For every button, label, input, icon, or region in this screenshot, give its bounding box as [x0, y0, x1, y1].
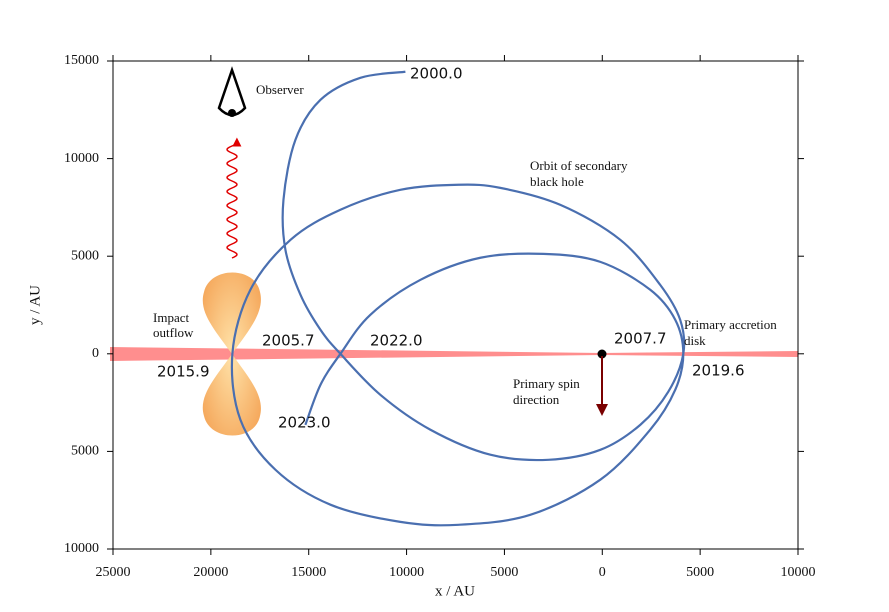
annotation: Impact: [153, 310, 189, 325]
x-tick-label: 5000: [490, 565, 518, 580]
x-axis-label: x / AU: [435, 583, 475, 599]
y-tick-label: 10000: [64, 541, 99, 556]
orbit: [230, 70, 686, 527]
annotation: 2019.6: [692, 362, 745, 380]
y-tick-label: 5000: [71, 248, 99, 263]
x-tick-label: 0: [599, 565, 606, 580]
annotation: outflow: [153, 325, 194, 340]
annotation: Orbit of secondary: [530, 158, 628, 173]
impact-outflow: [202, 272, 261, 436]
plot-frame: [112, 60, 799, 550]
x-tick-label: 5000: [686, 565, 714, 580]
annotation: Primary accretion: [684, 317, 777, 332]
accretion-disk: [110, 347, 798, 361]
primary-black-hole: [597, 349, 607, 359]
x-tick-label: 10000: [389, 565, 424, 580]
x-tick-label: 20000: [193, 565, 228, 580]
x-tick-label: 25000: [96, 565, 131, 580]
annotation: Observer: [256, 82, 304, 97]
light-wave: [226, 137, 242, 259]
x-tick-label: 15000: [291, 565, 326, 580]
annotation: direction: [513, 392, 560, 407]
annotation: 2007.7: [614, 330, 667, 348]
observer-pupil: [228, 109, 236, 117]
y-tick-label: 15000: [64, 53, 99, 68]
y-tick-label: 5000: [71, 444, 99, 459]
annotation: 2000.0: [410, 65, 463, 83]
y-axis-label: y / AU: [27, 285, 43, 325]
x-tick-label: 10000: [781, 565, 816, 580]
annotation: 2005.7: [262, 332, 315, 350]
observer-eye: [217, 66, 247, 117]
annotation: Primary spin: [513, 376, 580, 391]
annotation: 2015.9: [157, 363, 210, 381]
y-tick-label: 0: [92, 346, 99, 361]
y-tick-label: 10000: [64, 151, 99, 166]
annotation: disk: [684, 333, 706, 348]
annotation: 2022.0: [370, 332, 423, 350]
annotation: black hole: [530, 174, 584, 189]
annotation: 2023.0: [278, 414, 331, 432]
